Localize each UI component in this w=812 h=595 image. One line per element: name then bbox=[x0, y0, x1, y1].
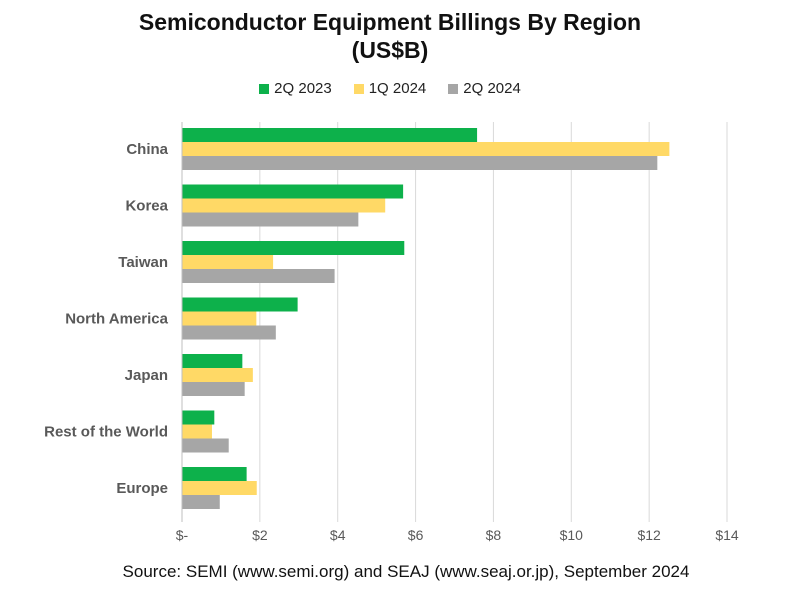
x-tick-label-8: $8 bbox=[486, 527, 502, 543]
bar-china-2q-2023 bbox=[182, 128, 478, 142]
chart-title: Semiconductor Equipment Billings By Regi… bbox=[0, 8, 780, 64]
bar-rest-of-the-world-1q-2024 bbox=[182, 424, 212, 439]
x-tick-label-2: $2 bbox=[252, 527, 268, 543]
bar-taiwan-1q-2024 bbox=[182, 255, 274, 269]
legend-swatch-1q-2024 bbox=[353, 83, 364, 94]
legend-swatch-2q-2023 bbox=[259, 83, 270, 94]
bar-europe-2q-2023 bbox=[182, 467, 247, 481]
legend-item-2q-2023: 2Q 2023 bbox=[259, 80, 332, 97]
bar-korea-2q-2024 bbox=[182, 212, 359, 227]
category-label-japan: Japan bbox=[125, 367, 168, 384]
bar-europe-1q-2024 bbox=[182, 481, 257, 495]
bar-rest-of-the-world-2q-2024 bbox=[182, 438, 229, 453]
category-label-north-america: North America bbox=[65, 311, 168, 328]
legend-item-1q-2024: 1Q 2024 bbox=[353, 80, 427, 97]
bar-japan-1q-2024 bbox=[182, 368, 253, 382]
x-tick-label-14: $14 bbox=[715, 527, 739, 543]
category-label-korea: Korea bbox=[125, 198, 168, 215]
legend-label-2q-2024: 2Q 2024 bbox=[463, 80, 521, 97]
bar-japan-2q-2024 bbox=[182, 382, 245, 396]
x-tick-label-12: $12 bbox=[637, 527, 661, 543]
legend-item-2q-2024: 2Q 2024 bbox=[448, 80, 521, 97]
x-tick-label-4: $4 bbox=[330, 527, 346, 543]
legend-label-2q-2023: 2Q 2023 bbox=[274, 80, 332, 97]
category-label-rest-of-the-world: Rest of the World bbox=[44, 424, 168, 441]
bar-korea-2q-2023 bbox=[182, 184, 404, 199]
legend-swatch-2q-2024 bbox=[448, 83, 459, 94]
bar-taiwan-2q-2023 bbox=[182, 241, 405, 255]
legend-label-1q-2024: 1Q 2024 bbox=[368, 80, 427, 97]
bar-china-2q-2024 bbox=[182, 156, 658, 170]
x-tick-label-6: $6 bbox=[408, 527, 424, 543]
chart-legend: 2Q 2023 1Q 2024 2Q 2024 bbox=[0, 80, 780, 97]
bar-japan-2q-2023 bbox=[182, 354, 243, 368]
bar-china-1q-2024 bbox=[182, 142, 670, 156]
x-tick-label-0: $- bbox=[176, 527, 189, 543]
category-label-china: China bbox=[126, 141, 168, 158]
chart-title-main: Semiconductor Equipment Billings By Regi… bbox=[138, 9, 642, 35]
category-label-taiwan: Taiwan bbox=[118, 254, 168, 271]
chart-subtitle: (US$B) bbox=[351, 37, 429, 63]
bar-europe-2q-2024 bbox=[182, 495, 220, 509]
bar-north-america-2q-2023 bbox=[182, 297, 298, 312]
category-label-europe: Europe bbox=[116, 480, 168, 497]
bar-korea-1q-2024 bbox=[182, 198, 386, 213]
source-note: Source: SEMI (www.semi.org) and SEAJ (ww… bbox=[122, 562, 690, 581]
bar-north-america-1q-2024 bbox=[182, 311, 257, 326]
bar-north-america-2q-2024 bbox=[182, 325, 276, 340]
bar-taiwan-2q-2024 bbox=[182, 269, 335, 283]
x-tick-label-10: $10 bbox=[560, 527, 584, 543]
bar-rest-of-the-world-2q-2023 bbox=[182, 410, 215, 425]
